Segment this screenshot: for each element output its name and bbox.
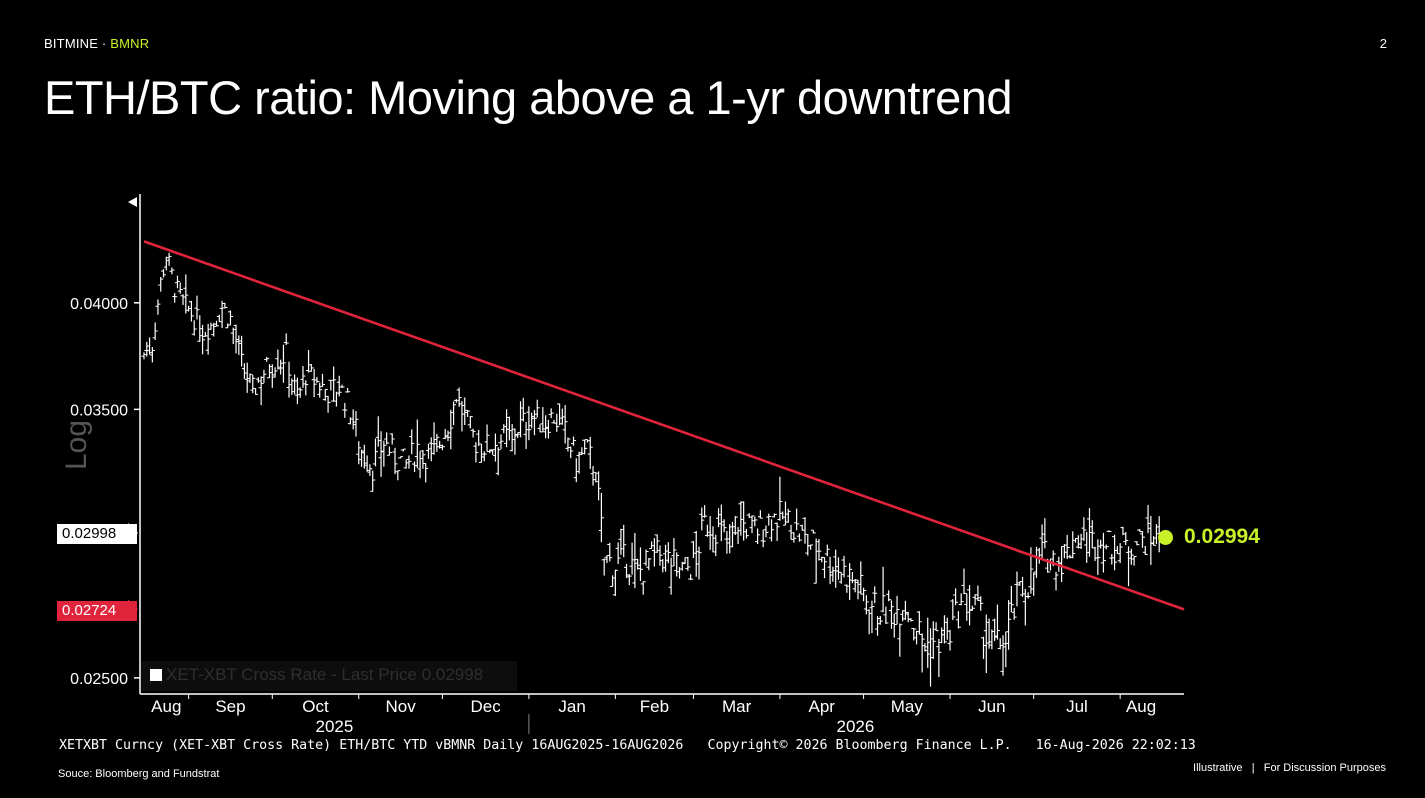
last-price-tag: 0.02998 xyxy=(57,524,137,544)
y-tick-label: 0.04000 xyxy=(70,296,128,313)
legend-swatch xyxy=(150,669,162,681)
last-price-dot xyxy=(1158,530,1173,545)
page-number: 2 xyxy=(1379,36,1387,51)
page-title: ETH/BTC ratio: Moving above a 1-yr downt… xyxy=(44,71,1013,124)
legend-label: XET-XBT Cross Rate - Last Price 0.02998 xyxy=(166,665,484,684)
brand-ticker: BMNR xyxy=(110,36,150,51)
x-tick-label: Apr xyxy=(809,697,836,716)
x-tick-label: Feb xyxy=(640,697,669,716)
y-axis-top-marker xyxy=(128,197,137,207)
x-tick-label: Mar xyxy=(722,697,752,716)
x-tick-label: Jan xyxy=(558,697,585,716)
brand-name: BITMINE · xyxy=(44,36,111,51)
x-tick-label: Nov xyxy=(385,697,416,716)
x-tick-label: May xyxy=(891,697,924,716)
x-tick-label: Oct xyxy=(302,697,329,716)
downtrend-line xyxy=(143,240,1185,611)
disclaimer: Illustrative | For Discussion Purposes xyxy=(1193,762,1386,774)
year-label: 2025 xyxy=(316,717,354,736)
trendline-tag: 0.02724 xyxy=(57,601,137,621)
bloomberg-footer: XETXBT Curncy (XET-XBT Cross Rate) ETH/B… xyxy=(59,738,1196,753)
last-price-annotation: 0.02994 xyxy=(1184,525,1260,548)
x-tick-label: Jul xyxy=(1066,697,1088,716)
year-label: 2026 xyxy=(837,717,875,736)
source-note: Souce: Bloomberg and Fundstrat xyxy=(58,768,220,780)
legend xyxy=(141,661,517,691)
y-tick-label: 0.02500 xyxy=(70,671,128,688)
x-tick-label: Aug xyxy=(1126,697,1156,716)
x-tick-label: Aug xyxy=(151,697,181,716)
y-axis-label: Log xyxy=(60,419,93,470)
x-tick-label: Sep xyxy=(215,697,245,716)
y-tick-label: 0.03500 xyxy=(70,402,128,419)
x-tick-label: Jun xyxy=(978,697,1005,716)
brand-line: BITMINE · BMNR xyxy=(44,36,149,51)
x-tick-label: Dec xyxy=(471,697,502,716)
